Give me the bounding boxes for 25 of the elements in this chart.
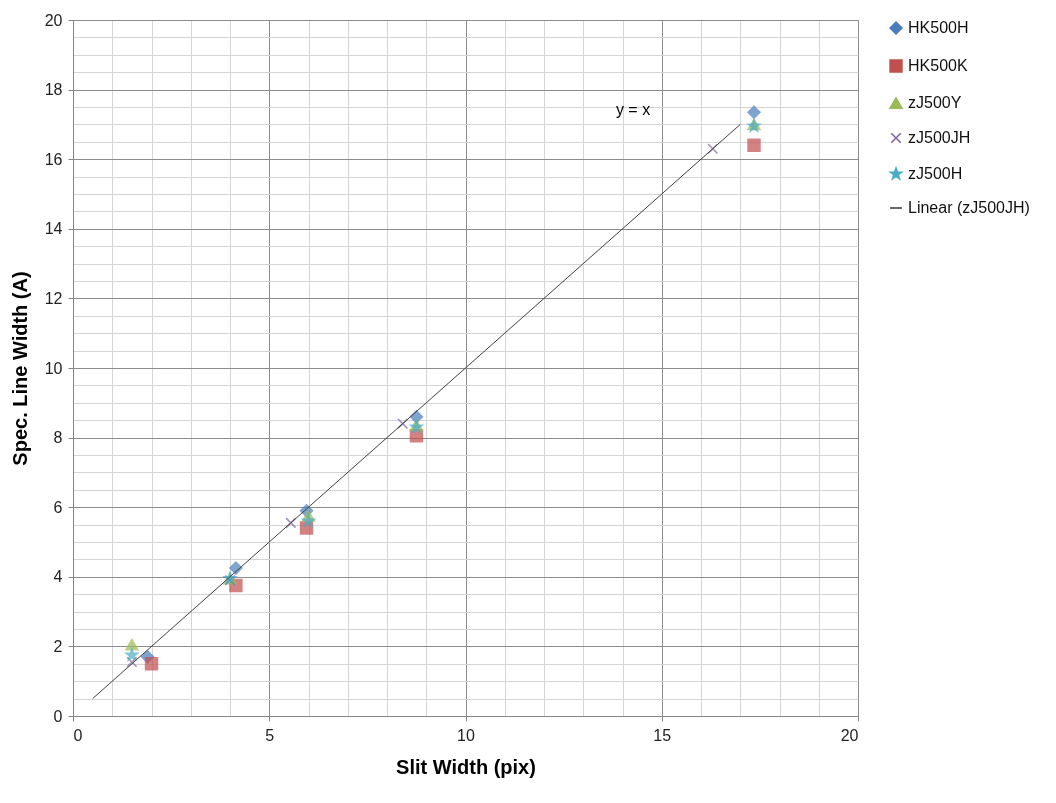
y-axis-title: Spec. Line Width (A) xyxy=(8,271,31,466)
x-tick-label: 5 xyxy=(265,726,275,744)
legend-label: zJ500Y xyxy=(908,94,962,111)
y-tick-label: 14 xyxy=(44,220,63,238)
legend-label: Linear (zJ500JH) xyxy=(908,199,1030,216)
x-tick-label: 10 xyxy=(457,726,475,744)
legend-label: zJ500H xyxy=(908,165,963,182)
legend-label: zJ500JH xyxy=(908,129,971,146)
legend-label: HK500H xyxy=(908,19,969,36)
y-tick-label: 10 xyxy=(44,359,63,377)
y-tick-label: 16 xyxy=(44,150,63,168)
y-tick-label: 18 xyxy=(44,81,63,99)
x-axis-title: Slit Width (pix) xyxy=(396,755,536,778)
x-tick-label: 0 xyxy=(73,726,83,744)
y-tick-label: 2 xyxy=(53,637,63,655)
y-tick-label: 4 xyxy=(53,568,63,586)
x-tick-label: 15 xyxy=(653,726,672,744)
x-tick-label: 20 xyxy=(840,726,859,744)
y-tick-label: 0 xyxy=(53,707,63,725)
annotation: y = x xyxy=(615,101,651,118)
y-tick-label: 8 xyxy=(53,429,63,447)
legend-label: HK500K xyxy=(908,57,968,74)
y-tick-label: 6 xyxy=(53,498,63,516)
y-tick-label: 12 xyxy=(44,289,63,307)
y-tick-label: 20 xyxy=(44,11,63,29)
